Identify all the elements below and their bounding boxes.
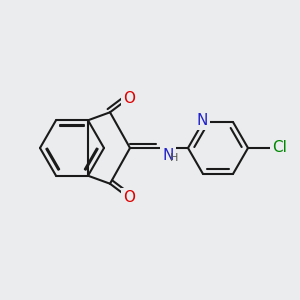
Text: O: O xyxy=(123,190,135,205)
Text: N: N xyxy=(162,148,174,164)
Text: H: H xyxy=(170,153,178,163)
Text: Cl: Cl xyxy=(273,140,287,155)
Text: O: O xyxy=(123,91,135,106)
Text: N: N xyxy=(196,112,208,128)
